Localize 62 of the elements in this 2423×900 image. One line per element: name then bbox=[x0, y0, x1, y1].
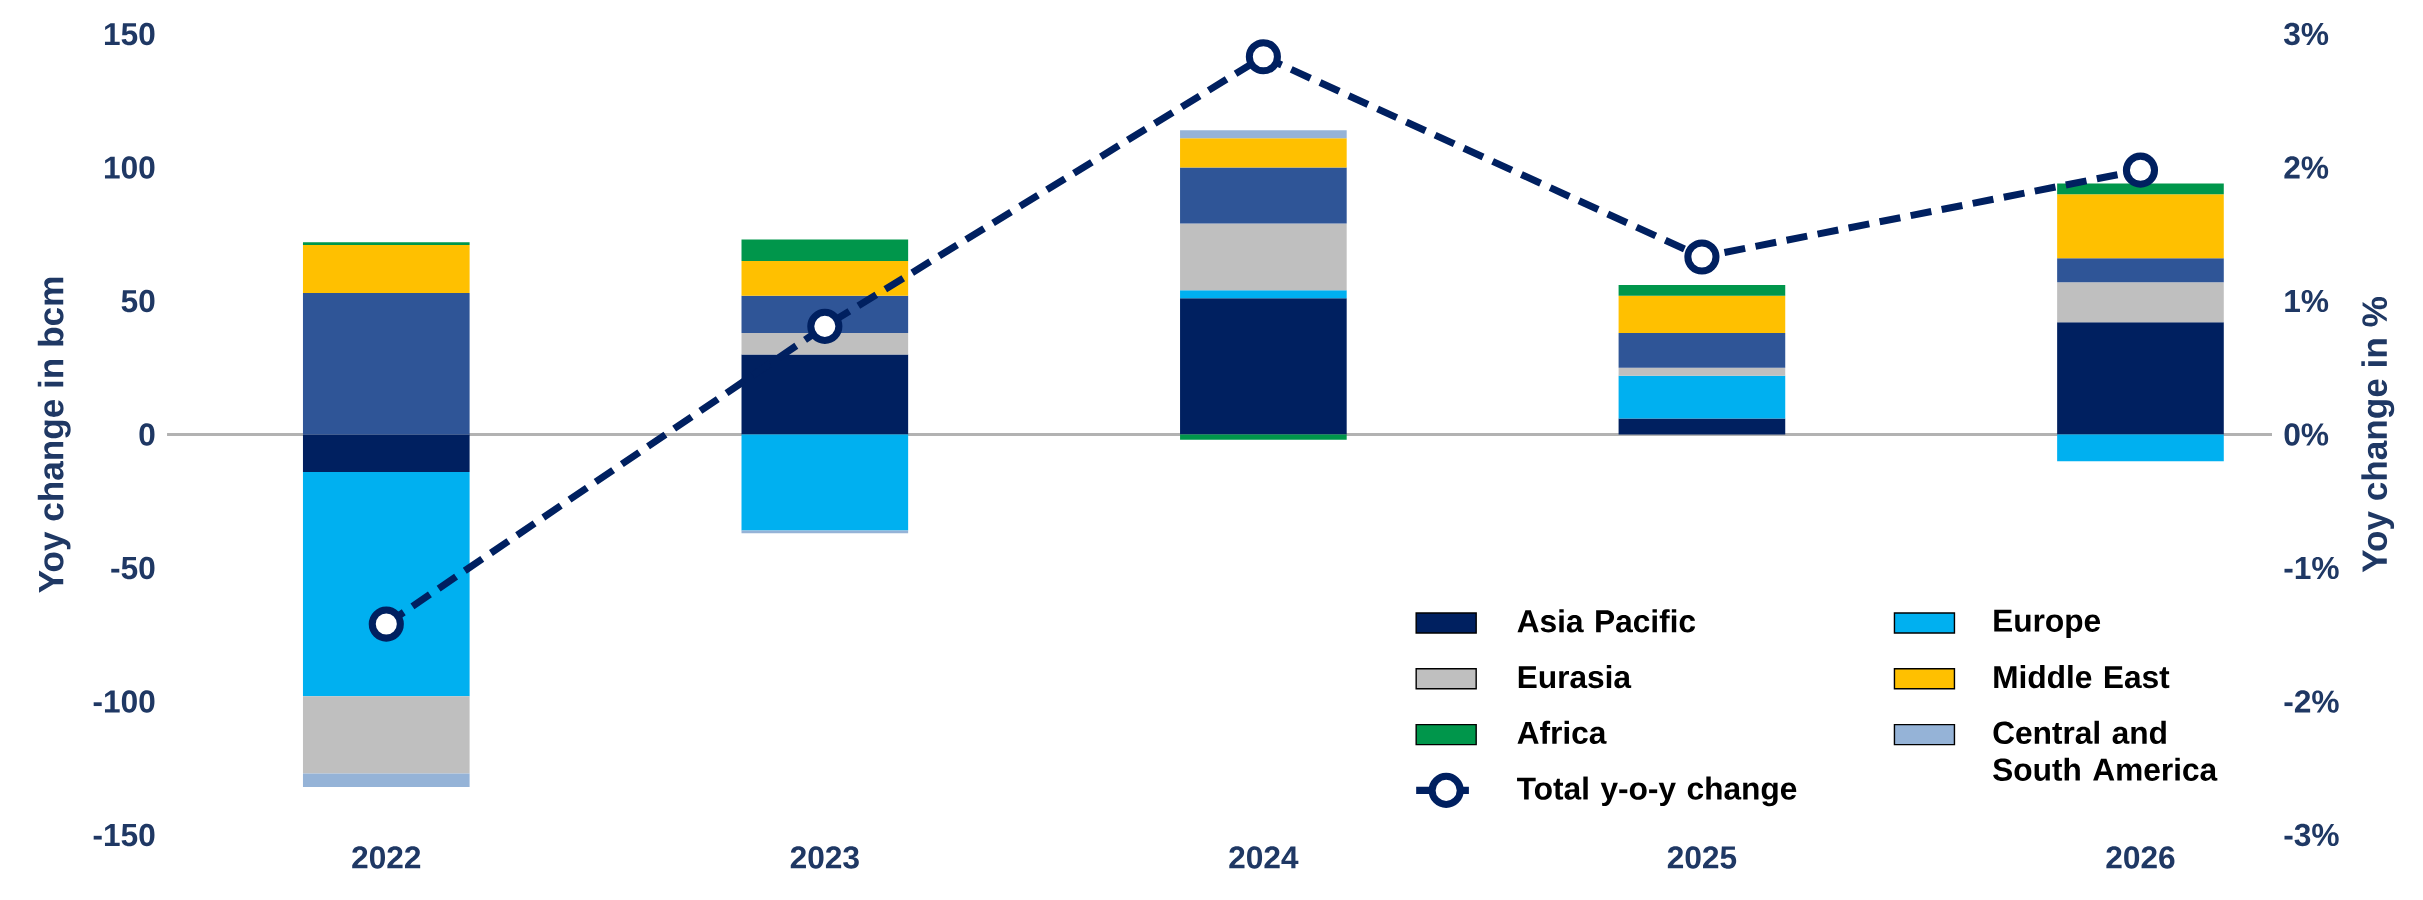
bar bbox=[741, 260, 909, 296]
bar bbox=[1618, 284, 1786, 296]
bar bbox=[1618, 367, 1786, 376]
x-tick-label: 2026 bbox=[2106, 846, 2175, 869]
legend-label: Eurasia bbox=[1518, 664, 1632, 689]
bar bbox=[741, 434, 909, 531]
y-tick-label: -150 bbox=[93, 823, 155, 847]
bar bbox=[1180, 298, 1347, 435]
bar bbox=[302, 471, 470, 697]
y-tick-label: 100 bbox=[104, 156, 155, 179]
x-tick-label: 2024 bbox=[1229, 846, 1299, 869]
bar bbox=[302, 244, 470, 293]
bar bbox=[1618, 295, 1786, 334]
bar bbox=[1180, 138, 1347, 168]
y-tick-label: 150 bbox=[104, 22, 155, 46]
bar bbox=[741, 239, 909, 261]
y2-tick-label: -1% bbox=[2284, 556, 2339, 580]
legend-label: Africa bbox=[1517, 720, 1607, 745]
x-tick-label: 2025 bbox=[1667, 846, 1737, 869]
point bbox=[807, 308, 843, 344]
legend-label: Total y-o-y change bbox=[1517, 776, 1797, 807]
bar bbox=[302, 293, 470, 435]
y2-tick-label: 3% bbox=[2284, 22, 2329, 46]
bar bbox=[1180, 434, 1347, 440]
legend-label: Central and South America bbox=[1993, 720, 2218, 781]
bar bbox=[2057, 322, 2224, 435]
y-tick-label: 50 bbox=[121, 289, 155, 313]
y2-axis-title: Yoy change in % bbox=[2361, 297, 2395, 573]
legend-label: Europe bbox=[1994, 609, 2101, 639]
y2-tick-label: -2% bbox=[2284, 690, 2339, 713]
point bbox=[2122, 152, 2159, 188]
legend-label: Asia Pacific bbox=[1517, 609, 1696, 633]
bar bbox=[302, 696, 470, 774]
bar bbox=[1180, 130, 1347, 139]
bar bbox=[1180, 167, 1347, 224]
bar bbox=[1180, 290, 1347, 299]
bar bbox=[1180, 223, 1347, 291]
bar bbox=[302, 773, 470, 787]
y-axis-title: Yoy change in bcm bbox=[37, 277, 71, 593]
bar bbox=[2057, 194, 2224, 259]
y-tick-label: -100 bbox=[93, 690, 155, 713]
point bbox=[1245, 39, 1281, 75]
bar bbox=[1618, 333, 1786, 368]
bar bbox=[2057, 258, 2224, 283]
y2-tick-label: 1% bbox=[2285, 289, 2329, 313]
y2-tick-label: -3% bbox=[2284, 823, 2339, 847]
bar bbox=[2057, 434, 2224, 462]
x-tick-label: 2023 bbox=[790, 846, 859, 869]
bar bbox=[2057, 282, 2224, 323]
bar bbox=[302, 434, 470, 472]
y-tick-label: 0 bbox=[139, 423, 155, 446]
bar bbox=[1618, 418, 1786, 435]
bar bbox=[302, 242, 470, 245]
point bbox=[1684, 239, 1720, 275]
y2-tick-label: 2% bbox=[2284, 156, 2329, 179]
bar bbox=[741, 354, 909, 435]
y2-tick-label: 0% bbox=[2284, 423, 2329, 446]
bar bbox=[1618, 375, 1786, 419]
y-tick-label: -50 bbox=[111, 556, 155, 580]
x-tick-label: 2022 bbox=[352, 846, 421, 869]
legend-label: Middle East bbox=[1994, 664, 2170, 689]
point bbox=[368, 606, 404, 642]
